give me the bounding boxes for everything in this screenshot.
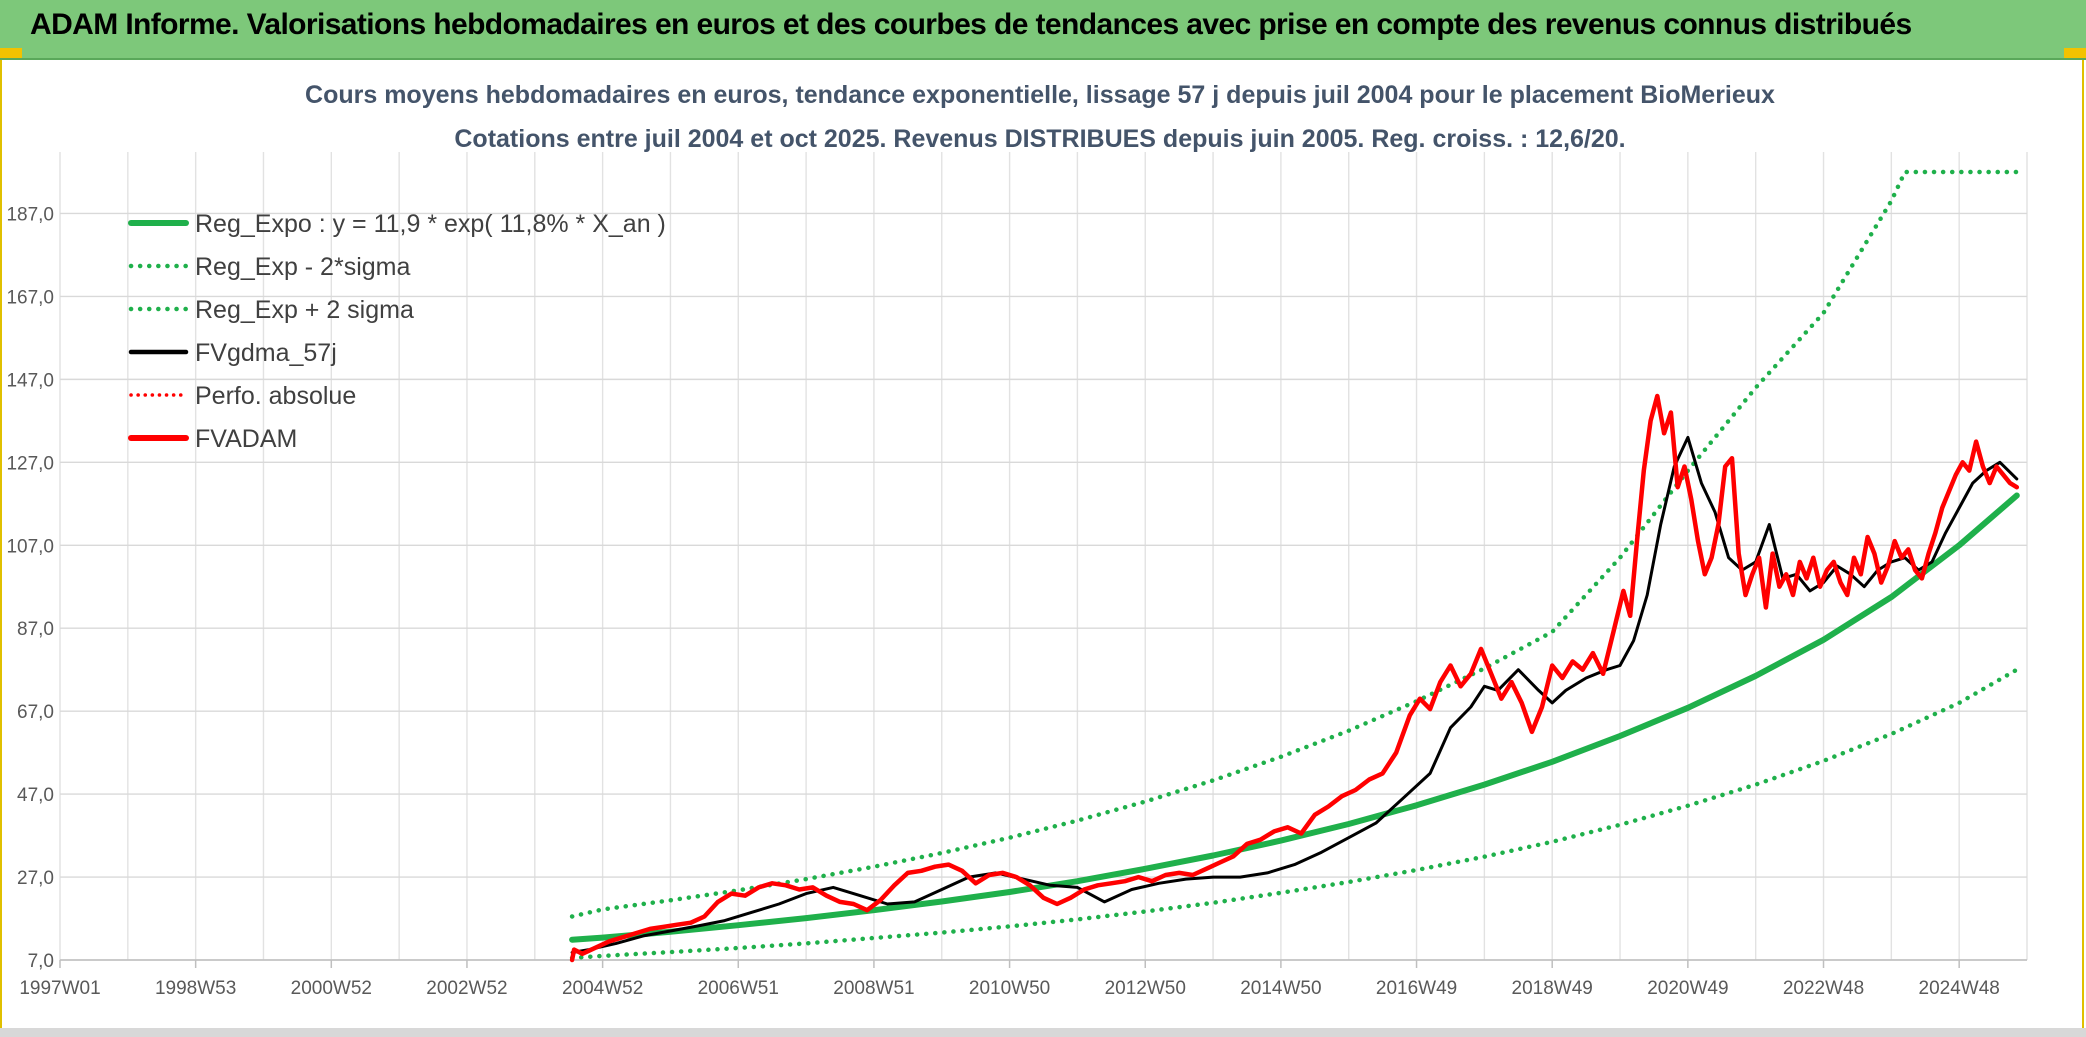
chart-frame [0, 60, 2084, 1035]
gridlines [59, 152, 2028, 961]
y-tick-label: 47,0 [17, 785, 54, 806]
legend-label-reg_expo: Reg_Expo : y = 11,9 * exp( 11,8% * X_an … [195, 210, 666, 238]
y-tick-label: 7,0 [28, 951, 54, 972]
x-tick-label: 2010W50 [969, 978, 1050, 999]
x-tick-label: 2004W52 [562, 978, 643, 999]
x-tick-label: 2006W51 [698, 978, 779, 999]
y-tick-label: 167,0 [6, 287, 54, 308]
legend-label-reg_minus: Reg_Exp - 2*sigma [195, 253, 410, 281]
x-tick-label: 2002W52 [426, 978, 507, 999]
x-tick-label: 2020W49 [1647, 978, 1728, 999]
legend-label-fvgdma: FVgdma_57j [195, 339, 337, 367]
series-line-reg_plus [569, 169, 2020, 919]
y-tick-label: 67,0 [17, 702, 54, 723]
axes: 7,0 27,0 47,0 67,0 87,0 107,0 127,0 147,0 167,0 1… [6, 204, 2027, 999]
chart-title-line-1: Cours moyens hebdomadaires en euros, ten… [305, 81, 1775, 109]
corner-accent-right [2064, 48, 2086, 58]
series-line-fvadam [569, 393, 2020, 963]
x-tick-label: 2018W49 [1512, 978, 1593, 999]
series-line-fvgdma [570, 435, 2019, 954]
report-header-bar: ADAM Informe. Valorisations hebdomadaire… [0, 0, 2086, 60]
series-line-reg_minus [569, 667, 2020, 961]
y-tick-label: 187,0 [6, 204, 54, 225]
legend-label-fvadam: FVADAM [195, 425, 297, 453]
x-tick-label: 2008W51 [833, 978, 914, 999]
y-tick-label: 107,0 [6, 536, 54, 557]
y-tick-label: 87,0 [17, 619, 54, 640]
x-tick-label: 2016W49 [1376, 978, 1457, 999]
series-line-reg_expo [569, 492, 2020, 943]
x-tick-label: 2022W48 [1783, 978, 1864, 999]
corner-accent-left [0, 48, 22, 58]
x-tick-label: 2012W50 [1105, 978, 1186, 999]
chart-title-line-2: Cotations entre juil 2004 et oct 2025. R… [454, 125, 1625, 153]
y-tick-label: 147,0 [6, 370, 54, 391]
chart-area: Cours moyens hebdomadaires en euros, ten… [6, 81, 2028, 999]
report-title: ADAM Informe. Valorisations hebdomadaire… [30, 8, 1912, 41]
x-tick-label: 1997W01 [19, 978, 100, 999]
legend-label-perfo: Perfo. absolue [195, 382, 356, 410]
bottom-scroll-strip [0, 1028, 2086, 1037]
legend-label-reg_plus: Reg_Exp + 2 sigma [195, 296, 414, 324]
y-tick-label: 127,0 [6, 453, 54, 474]
series-group [569, 169, 2020, 963]
legend: Reg_Expo : y = 11,9 * exp( 11,8% * X_an … [128, 210, 666, 453]
x-tick-label: 2000W52 [291, 978, 372, 999]
x-tick-label: 2024W48 [1919, 978, 2000, 999]
x-tick-label: 1998W53 [155, 978, 236, 999]
y-tick-label: 27,0 [17, 868, 54, 889]
x-tick-label: 2014W50 [1240, 978, 1321, 999]
